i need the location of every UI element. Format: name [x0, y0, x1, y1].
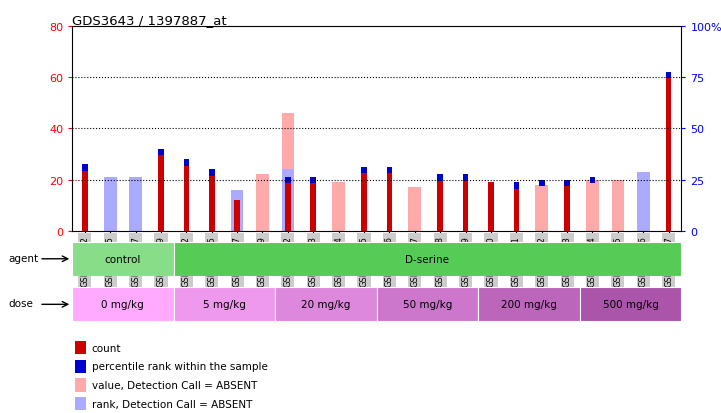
Bar [565, 180, 570, 231]
Text: 50 mg/kg: 50 mg/kg [403, 299, 452, 310]
Text: 5 mg/kg: 5 mg/kg [203, 299, 246, 310]
Text: dose: dose [9, 299, 34, 309]
Bar [174, 288, 275, 321]
Bar [666, 73, 671, 79]
Bar [637, 173, 650, 231]
Bar [376, 288, 478, 321]
Text: value, Detection Call = ABSENT: value, Detection Call = ABSENT [92, 380, 257, 390]
Bar [361, 167, 367, 231]
Bar [281, 114, 294, 231]
Text: control: control [105, 254, 141, 264]
Text: count: count [92, 343, 121, 353]
Bar [590, 178, 596, 184]
Bar [129, 180, 142, 231]
Bar [104, 178, 117, 231]
Bar [409, 188, 421, 231]
Bar [311, 178, 316, 231]
Text: 500 mg/kg: 500 mg/kg [603, 299, 658, 310]
Bar [536, 185, 548, 231]
Bar [174, 242, 681, 276]
Bar [386, 167, 392, 174]
Bar [75, 378, 86, 392]
Bar [478, 288, 580, 321]
Bar [311, 178, 316, 184]
Bar [234, 201, 240, 231]
Bar [184, 160, 189, 166]
Text: agent: agent [9, 253, 39, 263]
Bar [158, 150, 164, 231]
Bar [82, 165, 87, 171]
Bar [75, 341, 86, 355]
Bar [82, 165, 87, 231]
Bar [386, 167, 392, 231]
Bar [184, 160, 189, 231]
Bar [104, 180, 117, 231]
Bar [285, 178, 291, 184]
Bar [488, 183, 494, 231]
Text: rank, Detection Call = ABSENT: rank, Detection Call = ABSENT [92, 399, 252, 408]
Bar [463, 175, 469, 181]
Bar [72, 242, 174, 276]
Bar [209, 170, 215, 231]
Bar [72, 288, 174, 321]
Bar [611, 180, 624, 231]
Bar [285, 178, 291, 231]
Bar [586, 180, 599, 231]
Bar [158, 150, 164, 156]
Bar [438, 175, 443, 181]
Bar [666, 73, 671, 231]
Bar [332, 183, 345, 231]
Bar [513, 183, 519, 231]
Text: 200 mg/kg: 200 mg/kg [501, 299, 557, 310]
Bar [463, 175, 469, 231]
Bar [580, 288, 681, 321]
Bar [513, 183, 519, 189]
Text: percentile rank within the sample: percentile rank within the sample [92, 361, 267, 371]
Bar [75, 397, 86, 411]
Text: D-serine: D-serine [405, 254, 449, 264]
Bar [231, 190, 244, 231]
Bar [256, 175, 269, 231]
Bar [361, 167, 367, 174]
Bar [539, 180, 544, 187]
Bar [129, 178, 142, 231]
Bar [565, 180, 570, 187]
Bar [438, 175, 443, 231]
Bar [209, 170, 215, 176]
Text: GDS3643 / 1397887_at: GDS3643 / 1397887_at [72, 14, 226, 27]
Bar [75, 360, 86, 373]
Bar [275, 288, 376, 321]
Bar [281, 170, 294, 231]
Text: 20 mg/kg: 20 mg/kg [301, 299, 350, 310]
Text: 0 mg/kg: 0 mg/kg [102, 299, 144, 310]
